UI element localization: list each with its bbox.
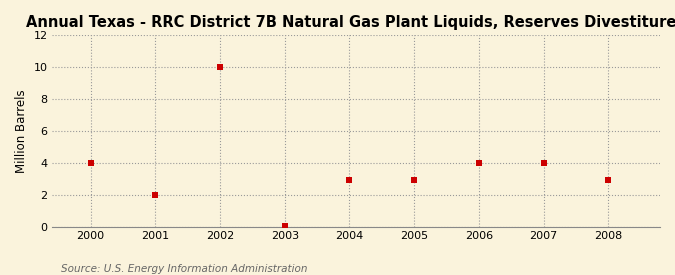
Point [215, 65, 225, 69]
Point [603, 178, 614, 183]
Point [279, 224, 290, 228]
Point [85, 161, 96, 165]
Point [150, 192, 161, 197]
Title: Annual Texas - RRC District 7B Natural Gas Plant Liquids, Reserves Divestitures: Annual Texas - RRC District 7B Natural G… [26, 15, 675, 30]
Text: Source: U.S. Energy Information Administration: Source: U.S. Energy Information Administ… [61, 264, 307, 274]
Y-axis label: Million Barrels: Million Barrels [15, 89, 28, 173]
Point [409, 178, 420, 183]
Point [538, 161, 549, 165]
Point [473, 161, 484, 165]
Point [344, 178, 355, 183]
